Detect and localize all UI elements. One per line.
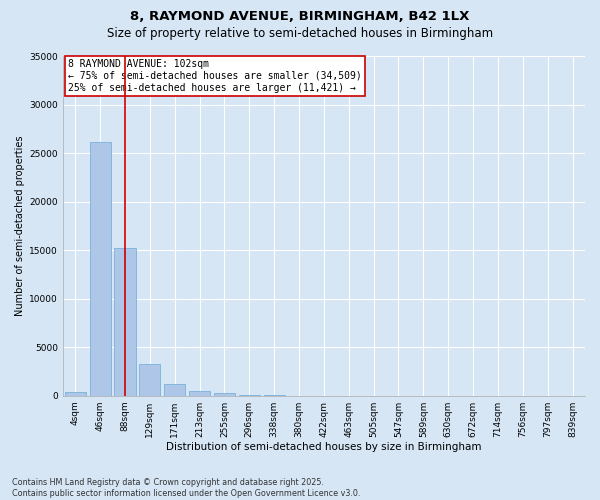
- Bar: [239, 394, 260, 396]
- Bar: [89, 142, 110, 396]
- Bar: [65, 392, 86, 396]
- Text: 8 RAYMOND AVENUE: 102sqm
← 75% of semi-detached houses are smaller (34,509)
25% : 8 RAYMOND AVENUE: 102sqm ← 75% of semi-d…: [68, 60, 362, 92]
- Bar: [139, 364, 160, 396]
- X-axis label: Distribution of semi-detached houses by size in Birmingham: Distribution of semi-detached houses by …: [166, 442, 482, 452]
- Y-axis label: Number of semi-detached properties: Number of semi-detached properties: [15, 136, 25, 316]
- Text: 8, RAYMOND AVENUE, BIRMINGHAM, B42 1LX: 8, RAYMOND AVENUE, BIRMINGHAM, B42 1LX: [130, 10, 470, 23]
- Bar: [164, 384, 185, 396]
- Bar: [189, 391, 210, 396]
- Text: Size of property relative to semi-detached houses in Birmingham: Size of property relative to semi-detach…: [107, 28, 493, 40]
- Bar: [115, 248, 136, 396]
- Text: Contains HM Land Registry data © Crown copyright and database right 2025.
Contai: Contains HM Land Registry data © Crown c…: [12, 478, 361, 498]
- Bar: [214, 394, 235, 396]
